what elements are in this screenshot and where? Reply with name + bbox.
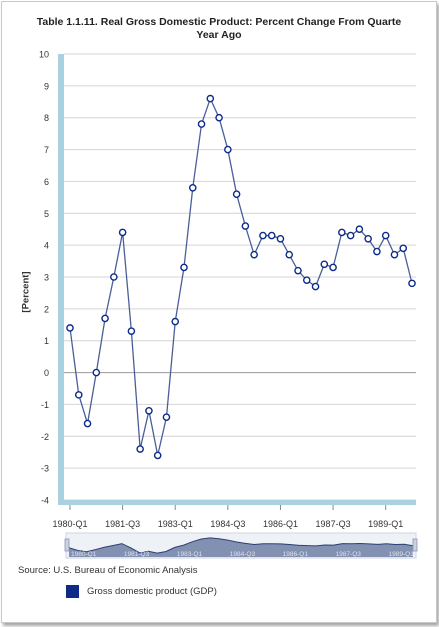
data-point[interactable] — [408, 279, 416, 288]
data-point[interactable] — [381, 231, 390, 240]
data-point[interactable] — [267, 231, 276, 240]
y-axis-bar — [58, 54, 64, 504]
chart-title: Table 1.1.11. Real Gross Domestic Produc… — [2, 16, 436, 42]
x-tick-label: 1987-Q3 — [316, 519, 351, 529]
data-point[interactable] — [320, 260, 329, 269]
data-point[interactable] — [206, 94, 215, 103]
y-tick-label: 5 — [44, 209, 49, 219]
x-tick-label: 1981-Q3 — [105, 519, 140, 529]
source-note: Source: U.S. Bureau of Economic Analysis — [18, 565, 198, 576]
data-point[interactable] — [311, 282, 320, 291]
chart-title-line-2: Year Ago — [196, 29, 242, 41]
x-tick-label: 1980-Q1 — [52, 519, 87, 529]
series-line — [69, 96, 413, 456]
navigator-line — [68, 537, 414, 554]
navigator-right-handle[interactable] — [412, 538, 418, 552]
line-chart: -4 -3 -2 -1 0 1 2 3 4 5 6 7 8 9 10 1980-Q1 1981-Q3 1983-Q… — [39, 50, 418, 559]
data-point[interactable] — [171, 317, 180, 326]
y-tick-label: 3 — [44, 273, 49, 283]
navigator-left-handle[interactable] — [64, 538, 70, 552]
data-point[interactable] — [83, 419, 92, 428]
data-point[interactable] — [276, 234, 285, 243]
data-point[interactable] — [285, 250, 294, 259]
navigator-label: 1980-Q1 — [71, 551, 97, 558]
legend-label: Gross domestic product (GDP) — [87, 586, 217, 597]
y-tick-label: -3 — [41, 464, 49, 474]
data-point[interactable] — [118, 228, 127, 237]
data-point[interactable] — [329, 263, 337, 272]
x-tick-label: 1989-Q1 — [368, 519, 403, 529]
data-point[interactable] — [101, 314, 109, 323]
data-point[interactable] — [346, 231, 355, 240]
data-point[interactable] — [364, 234, 372, 243]
x-tick-label: 1984-Q3 — [210, 519, 245, 529]
data-point[interactable] — [215, 113, 223, 122]
data-point[interactable] — [302, 276, 311, 284]
data-point[interactable] — [162, 413, 171, 421]
data-point[interactable] — [127, 327, 136, 335]
data-point[interactable] — [390, 250, 399, 259]
legend[interactable]: Gross domestic product (GDP) — [66, 585, 217, 598]
navigator-label: 1987-Q3 — [336, 551, 362, 558]
navigator-label: 1989-Q1 — [389, 551, 415, 558]
data-point[interactable] — [232, 190, 241, 198]
data-point[interactable] — [136, 445, 144, 453]
y-tick-label: 7 — [44, 145, 49, 155]
legend-swatch — [66, 585, 79, 598]
data-point[interactable] — [355, 225, 364, 234]
y-tick-label: 4 — [44, 241, 49, 251]
data-point[interactable] — [66, 324, 74, 332]
x-axis-bar — [58, 500, 416, 505]
y-tick-label: -2 — [41, 432, 49, 442]
data-point[interactable] — [399, 244, 408, 253]
data-point[interactable] — [110, 273, 118, 281]
data-point[interactable] — [338, 228, 346, 237]
y-tick-label: 6 — [44, 177, 49, 187]
data-point[interactable] — [250, 250, 258, 259]
navigator-area — [69, 537, 413, 557]
data-point[interactable] — [373, 247, 381, 256]
data-point[interactable] — [145, 406, 153, 415]
y-tick-label: 10 — [39, 50, 49, 60]
data-point[interactable] — [74, 391, 83, 399]
x-tick-label: 1983-Q1 — [158, 519, 193, 529]
y-tick-label: 2 — [44, 304, 49, 314]
data-point[interactable] — [241, 222, 250, 230]
x-tick-label: 1986-Q1 — [263, 519, 298, 529]
y-tick-label: 9 — [44, 81, 49, 91]
y-tick-label: 0 — [44, 368, 49, 378]
navigator-label: 1984-Q3 — [230, 551, 256, 558]
data-point[interactable] — [259, 231, 267, 240]
data-point[interactable] — [180, 263, 188, 272]
navigator-label: 1986-Q1 — [283, 551, 309, 558]
navigator-label: 1981-Q3 — [124, 551, 150, 558]
y-tick-label: 1 — [44, 336, 49, 346]
navigator-label: 1983-Q1 — [177, 551, 203, 558]
data-point[interactable] — [197, 120, 206, 128]
data-point[interactable] — [92, 368, 101, 377]
data-point[interactable] — [224, 145, 232, 154]
chart-title-line-1: Table 1.1.11. Real Gross Domestic Produc… — [36, 16, 402, 28]
y-tick-label: 8 — [44, 113, 49, 123]
data-point[interactable] — [294, 266, 302, 275]
y-tick-label: -4 — [41, 496, 49, 506]
y-tick-label: -1 — [41, 400, 49, 410]
data-point[interactable] — [188, 183, 197, 192]
data-point[interactable] — [153, 451, 162, 460]
